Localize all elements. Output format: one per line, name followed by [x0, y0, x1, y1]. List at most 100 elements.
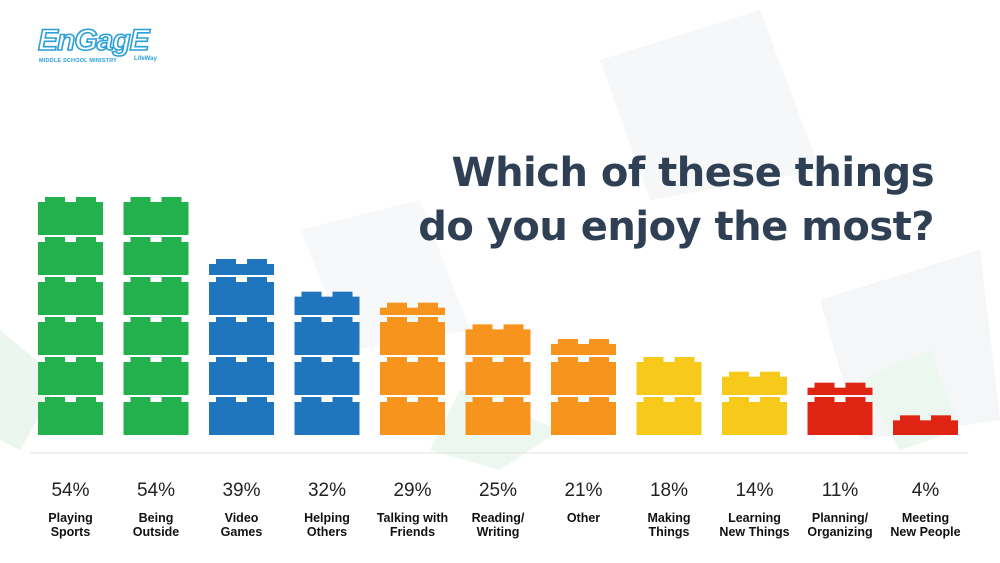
brick-stud: [161, 397, 182, 403]
brick-stud: [301, 397, 322, 403]
brick-stud: [247, 397, 267, 403]
percent-label: 21%: [564, 480, 602, 501]
brick: [123, 362, 189, 395]
bar: [123, 197, 189, 435]
category-label-line: New Things: [719, 525, 789, 539]
brick-stud: [900, 415, 920, 422]
brick: [38, 402, 103, 435]
brick-stud: [76, 237, 96, 243]
brick: [294, 322, 360, 355]
brick: [209, 322, 274, 355]
brick-stud: [76, 357, 96, 363]
brick-stud: [332, 357, 353, 363]
brick-stud: [503, 324, 524, 331]
category-label-line: Talking with: [377, 511, 448, 525]
category-label: Other: [567, 511, 600, 525]
brick-stud: [643, 397, 664, 403]
category-label-line: Video: [225, 511, 259, 525]
bar: [209, 259, 274, 435]
brick: [636, 362, 702, 395]
bar: [807, 382, 873, 435]
category-label-line: Writing: [477, 525, 520, 539]
brick-stud: [247, 317, 267, 323]
brick-stud: [76, 277, 96, 283]
bar: [722, 371, 787, 435]
chart-title-line-1: Which of these things: [451, 150, 934, 196]
partial-brick: [294, 296, 360, 315]
brick-stud: [472, 324, 493, 331]
brick-stud: [589, 397, 609, 403]
logo-publisher: LifeWay: [134, 56, 157, 62]
percent-label: 54%: [137, 480, 175, 501]
brick-stud: [76, 317, 96, 323]
brick-stud: [130, 197, 151, 203]
category-label-line: Other: [567, 511, 600, 525]
partial-brick: [380, 307, 445, 315]
brick-stud: [161, 317, 182, 323]
brick-stud: [216, 259, 236, 265]
category-label-line: Games: [221, 525, 263, 539]
category-label-line: Being: [139, 511, 174, 525]
category-label-line: Organizing: [807, 525, 872, 539]
category-label-line: Meeting: [902, 511, 949, 525]
category-label-line: Making: [647, 511, 690, 525]
brick: [209, 362, 274, 395]
percent-label: 54%: [51, 480, 89, 501]
percent-label: 18%: [650, 480, 688, 501]
brick: [209, 282, 274, 315]
brick-stud: [161, 277, 182, 283]
brick-stud: [814, 397, 835, 403]
brick-stud: [503, 357, 524, 363]
brick-stud: [589, 339, 609, 345]
brick: [123, 282, 189, 315]
brick: [807, 402, 873, 435]
brick-stud: [472, 397, 493, 403]
brick: [38, 242, 103, 275]
brick: [380, 362, 445, 395]
brick-stud: [387, 317, 407, 323]
percent-label: 32%: [308, 480, 346, 501]
category-label: Talking with Friends: [377, 511, 448, 539]
brick-stud: [130, 397, 151, 403]
brick: [123, 402, 189, 435]
brick-stud: [76, 197, 96, 203]
brick: [294, 362, 360, 395]
brick-stud: [130, 317, 151, 323]
brick: [123, 322, 189, 355]
brick-stud: [45, 317, 65, 323]
brick-stud: [247, 277, 267, 283]
brick-stud: [387, 357, 407, 363]
brick-stud: [558, 339, 578, 345]
brick-stud: [301, 317, 322, 323]
bar: [465, 324, 531, 435]
category-label: Being Outside: [133, 511, 180, 539]
brick-stud: [247, 357, 267, 363]
brick-stud: [729, 397, 749, 403]
brick: [551, 362, 616, 395]
brick: [551, 402, 616, 435]
brick: [380, 322, 445, 355]
category-label-line: Reading/: [472, 511, 525, 525]
brick-stud: [45, 397, 65, 403]
brick-stud: [558, 357, 578, 363]
brick-stud: [216, 277, 236, 283]
brick-stud: [418, 302, 438, 309]
brick-stud: [558, 397, 578, 403]
brick-stud: [216, 397, 236, 403]
brick: [294, 402, 360, 435]
brick-stud: [760, 397, 780, 403]
brick: [465, 362, 531, 395]
brick-stud: [931, 415, 951, 422]
brick-stud: [760, 371, 780, 378]
bar: [294, 291, 360, 435]
brick-stud: [332, 291, 353, 298]
category-label: Making Things: [647, 511, 690, 539]
brick-stud: [387, 302, 407, 309]
brick-stud: [643, 357, 664, 363]
brick-stud: [130, 237, 151, 243]
brick: [38, 322, 103, 355]
brick-stud: [729, 371, 749, 378]
brick-stud: [503, 397, 524, 403]
brick: [380, 402, 445, 435]
